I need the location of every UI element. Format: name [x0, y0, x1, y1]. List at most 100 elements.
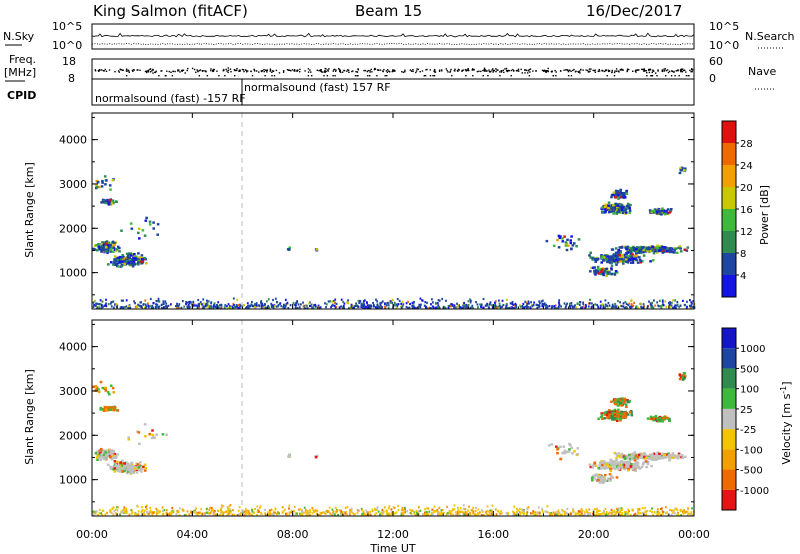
freq-dot — [454, 70, 456, 72]
ground-scatter-cell — [246, 305, 249, 308]
data-cell — [109, 188, 112, 191]
data-cell — [616, 404, 620, 407]
ground-scatter-cell — [227, 508, 229, 511]
ground-scatter-cell — [156, 303, 159, 306]
ground-scatter-cell — [546, 505, 549, 508]
ground-scatter-cell — [315, 305, 317, 308]
ground-scatter-cell — [265, 306, 268, 309]
ground-scatter-cell — [110, 511, 113, 514]
ground-scatter-cell — [591, 302, 593, 305]
data-cell — [600, 415, 603, 419]
freq-dot — [644, 70, 646, 72]
ground-scatter-cell — [248, 306, 251, 309]
ground-scatter-cell — [342, 304, 345, 308]
ground-scatter-cell — [672, 511, 674, 514]
ground-scatter-cell — [275, 305, 278, 308]
data-cell — [631, 453, 634, 456]
data-cell — [610, 255, 614, 258]
ground-scatter-cell — [527, 506, 530, 509]
data-cell — [625, 405, 628, 408]
ground-scatter-cell — [441, 508, 444, 512]
freq-dot — [627, 68, 630, 71]
ground-scatter-cell — [317, 514, 320, 517]
ground-scatter-cell — [163, 509, 166, 512]
freq-dot — [356, 71, 358, 73]
ground-scatter-cell — [472, 307, 474, 310]
freq-dot — [154, 71, 156, 74]
ground-scatter-cell — [195, 507, 197, 510]
data-cell — [618, 462, 621, 465]
data-cell — [607, 201, 611, 204]
ground-scatter-cell — [310, 303, 313, 306]
data-cell — [665, 209, 668, 213]
data-cell — [606, 416, 609, 419]
ground-scatter-cell — [533, 301, 535, 304]
nave-dot — [164, 75, 167, 77]
ground-scatter-cell — [428, 510, 431, 513]
ground-scatter-cell — [348, 513, 351, 516]
ground-scatter-cell — [387, 513, 390, 516]
freq-dot — [234, 69, 236, 72]
ground-scatter-cell — [557, 306, 559, 310]
freq-dot — [673, 70, 675, 73]
ground-scatter-cell — [493, 304, 495, 307]
data-cell — [661, 207, 664, 210]
ground-scatter-cell — [443, 511, 445, 515]
ground-scatter-cell — [578, 301, 581, 304]
y-tick-label: 4000 — [59, 134, 87, 147]
data-cell — [128, 252, 131, 255]
ground-scatter-cell — [392, 506, 395, 509]
data-cell — [628, 460, 632, 464]
data-cell — [129, 222, 133, 225]
data-cell — [314, 456, 318, 459]
data-cell — [629, 258, 632, 261]
nave-dot — [650, 75, 652, 77]
ground-scatter-cell — [402, 508, 405, 511]
data-cell — [129, 252, 133, 255]
ground-scatter-cell — [501, 299, 504, 302]
data-cell — [613, 461, 617, 464]
freq-dot — [383, 68, 385, 71]
ground-scatter-cell — [619, 509, 622, 512]
freq-dot — [602, 70, 604, 72]
ground-scatter-cell — [644, 507, 646, 510]
freq-dot — [449, 70, 452, 72]
ground-scatter-cell — [149, 509, 152, 512]
ground-scatter-cell — [467, 300, 470, 303]
data-cell — [109, 465, 112, 469]
ground-scatter-cell — [374, 507, 376, 510]
ground-scatter-cell — [327, 300, 330, 303]
freq-dot — [258, 71, 260, 73]
ground-scatter-cell — [635, 305, 638, 308]
data-cell — [668, 456, 671, 460]
data-cell — [138, 237, 141, 240]
ground-scatter-cell — [564, 510, 567, 513]
ground-scatter-cell — [350, 305, 353, 308]
data-cell — [627, 455, 630, 459]
ground-scatter-cell — [661, 299, 664, 302]
ground-scatter-cell — [256, 510, 259, 513]
data-cell — [679, 247, 682, 250]
data-cell — [673, 248, 676, 252]
data-cell — [608, 412, 611, 415]
data-cell — [598, 461, 602, 465]
ground-scatter-cell — [331, 303, 334, 306]
ground-scatter-cell — [205, 302, 208, 305]
frequency-panel: Freq. [MHz] 18 8 60 0 Nave — [4, 53, 776, 90]
ground-scatter-cell — [521, 511, 524, 514]
data-cell — [619, 399, 623, 402]
ground-scatter-cell — [193, 304, 195, 307]
ground-scatter-cell — [648, 300, 650, 303]
ground-scatter-cell — [205, 511, 208, 514]
ground-scatter-cell — [576, 512, 579, 515]
data-cell — [624, 398, 628, 402]
ground-scatter-cell — [687, 507, 689, 510]
freq-dot — [246, 71, 248, 73]
data-cell — [130, 461, 133, 464]
ground-scatter-cell — [312, 509, 315, 512]
freq-dot — [503, 71, 505, 74]
data-cell — [101, 179, 104, 183]
freq-dot — [617, 70, 620, 73]
ground-scatter-cell — [159, 510, 161, 513]
ground-scatter-cell — [340, 513, 343, 516]
